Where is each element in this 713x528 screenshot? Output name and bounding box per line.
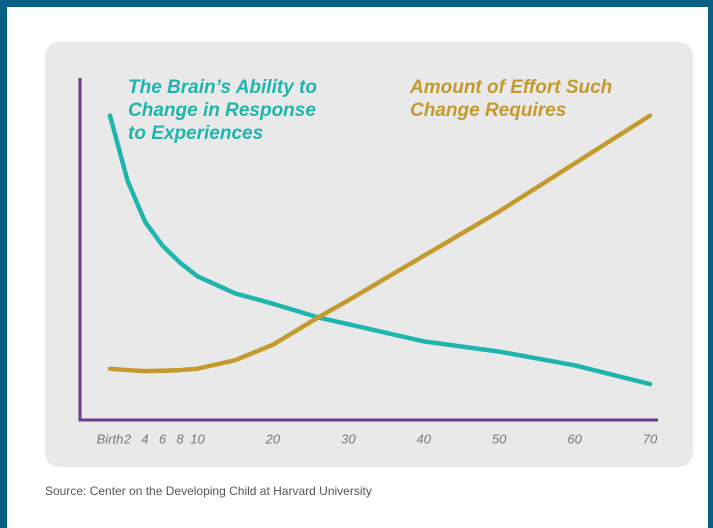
- x-tick-label: 8: [176, 431, 184, 446]
- x-tick-label: 2: [123, 431, 132, 446]
- frame: [0, 0, 7, 528]
- x-tick-label: 50: [492, 431, 507, 446]
- x-tick-label: 70: [643, 431, 658, 446]
- source: Source: Center on the Developing Child a…: [45, 484, 372, 498]
- series-label: The Brain’s Ability to Change in Respons…: [128, 77, 317, 144]
- chart-panel: [45, 42, 693, 467]
- x-tick-label: 40: [417, 431, 432, 446]
- x-tick-label: 30: [341, 431, 356, 446]
- line: [107, 113, 653, 374]
- frame: [708, 0, 713, 528]
- series-label: Amount of Effort Such Change Requires: [410, 77, 613, 121]
- x-tick-label: 10: [190, 431, 205, 446]
- x-tick-label: 60: [567, 431, 582, 446]
- x-tick-label: Birth: [97, 431, 124, 446]
- x-tick-label: 6: [159, 431, 167, 446]
- x-tick-label: 4: [141, 431, 148, 446]
- line: [107, 113, 653, 387]
- x-tick-label: 20: [265, 431, 281, 446]
- frame: [0, 0, 713, 7]
